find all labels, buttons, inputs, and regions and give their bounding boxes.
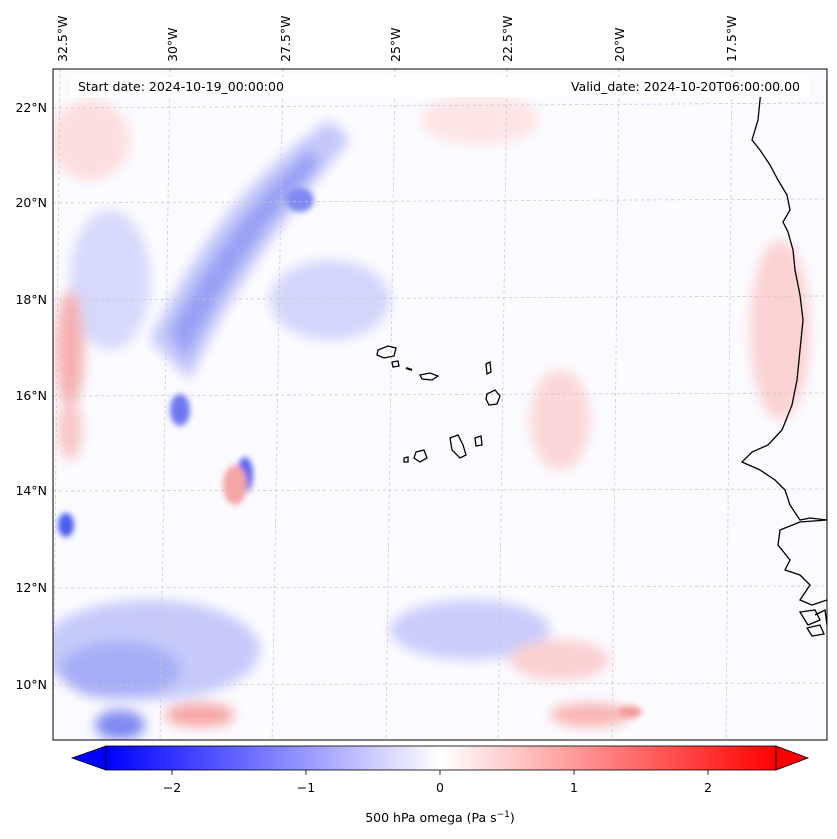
- lon-label-20w: 20°W: [612, 27, 627, 62]
- colorbar: −2 −1 0 1 2 500 hPa omega (Pa s−1): [70, 745, 810, 825]
- colorbar-label-main: 500 hPa omega (Pa s: [365, 810, 496, 825]
- descent-east: [530, 370, 590, 470]
- colorbar-extend-min: [70, 745, 107, 771]
- lon-label-25w: 25°W: [388, 27, 403, 62]
- descent-northwest: [53, 100, 130, 180]
- descent-west-edge: [56, 290, 84, 410]
- colorbar-label-exponent: −1: [497, 810, 510, 820]
- descent-south: [165, 703, 235, 727]
- coastlines: [376, 79, 827, 637]
- colorbar-tick-0: 0: [436, 780, 444, 795]
- map-panel: [53, 69, 827, 740]
- cape-verde-santo-antao: [376, 345, 397, 359]
- colorbar-label-close: ): [510, 810, 515, 825]
- colorbar-tick-2: 2: [704, 780, 712, 795]
- lat-label-18n: 18°N: [15, 292, 47, 307]
- ascent-south: [95, 710, 145, 740]
- lon-label-17-5w: 17.5°W: [724, 16, 739, 62]
- cape-verde-sao-vicente: [391, 360, 400, 368]
- cape-verde-boa-vista: [485, 389, 501, 406]
- lat-label-14n: 14°N: [15, 483, 47, 498]
- longitude-labels: 32.5°W 30°W 27.5°W 25°W 22.5°W 20°W 17.5…: [55, 16, 739, 62]
- cape-verde-santa-luzia: [405, 367, 413, 371]
- africa-coastline: [740, 79, 827, 521]
- colorbar-tick-1: 1: [570, 780, 578, 795]
- bissau-islands: [798, 609, 827, 637]
- cape-verde-sao-nicolau: [419, 372, 440, 381]
- header-box: [70, 77, 810, 97]
- ascent-spot-north: [286, 188, 314, 212]
- lon-label-32-5w: 32.5°W: [55, 16, 70, 62]
- latitude-labels: 22°N 20°N 18°N 16°N 14°N 12°N 10°N: [15, 100, 47, 692]
- cape-verde-fogo: [413, 449, 428, 463]
- graticule: [53, 69, 827, 740]
- lat-label-10n: 10°N: [15, 677, 47, 692]
- lon-label-30w: 30°W: [165, 27, 180, 62]
- colorbar-frame: [105, 745, 777, 771]
- valid-date-label: Valid_date: 2024-10-20T06:00:00.00: [571, 79, 800, 94]
- lon-label-22-5w: 22.5°W: [500, 16, 515, 62]
- lon-label-27-5w: 27.5°W: [278, 16, 293, 62]
- descent-south-coast: [510, 640, 610, 680]
- descent-north: [420, 95, 540, 145]
- ascent-southwest-outer: [53, 600, 260, 700]
- descent-coast: [750, 240, 810, 420]
- cape-verde-santiago: [449, 434, 467, 459]
- colorbar-extend-max: [775, 745, 810, 771]
- descent-south-east: [550, 703, 630, 727]
- lat-label-20n: 20°N: [15, 195, 47, 210]
- colorbar-label: 500 hPa omega (Pa s−1): [365, 810, 515, 825]
- start-date-label: Start date: 2024-10-19_00:00:00: [78, 79, 284, 94]
- ascent-southeast: [390, 600, 550, 660]
- descent-west-edge-south: [58, 400, 82, 460]
- ascent-patch-west: [70, 210, 150, 350]
- ascent-spot-band: [170, 394, 190, 426]
- lat-label-16n: 16°N: [15, 388, 47, 403]
- descent-spot-central: [223, 465, 247, 505]
- lat-label-12n: 12°N: [15, 580, 47, 595]
- cape-verde-brava: [403, 456, 409, 463]
- cape-verde-sal: [485, 360, 492, 376]
- colorbar-tick-minus-2: −2: [163, 780, 181, 795]
- colorbar-tick-minus-1: −1: [297, 780, 315, 795]
- ascent-patch-center: [270, 260, 390, 340]
- lat-label-22n: 22°N: [15, 100, 47, 115]
- colorbar-ticks: [171, 770, 709, 775]
- ascent-band-core: [170, 150, 320, 360]
- senegal-gambia-coast: [777, 519, 827, 606]
- omega-spots: [58, 188, 642, 718]
- cape-verde-maio: [474, 435, 483, 447]
- descent-spot-south: [618, 706, 642, 718]
- ascent-spot-west: [58, 513, 74, 537]
- map-frame: [52, 68, 828, 741]
- colorbar-gradient: [106, 746, 776, 770]
- omega-field: [53, 95, 810, 740]
